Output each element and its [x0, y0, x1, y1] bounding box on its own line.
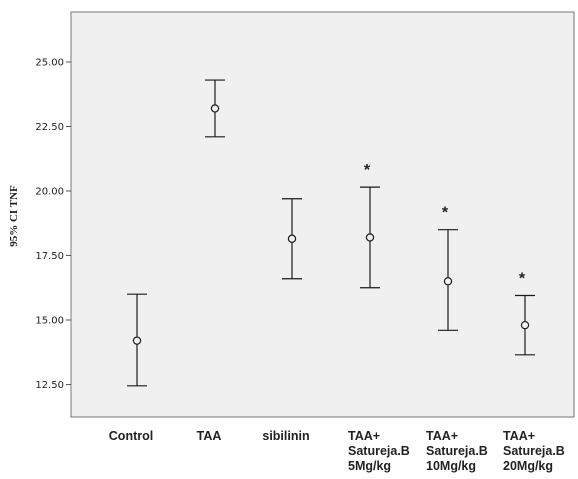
x-tick-label: sibilinin: [262, 429, 309, 443]
y-tick-label: 12.50: [35, 380, 64, 391]
mean-point: [365, 233, 375, 242]
x-tick-label: TAA+ Satureja.B 20Mg/kg: [503, 429, 565, 473]
y-axis: 12.50 15.00 17.50 20.00 22.50 25.00: [35, 58, 71, 391]
y-tick-label: 22.50: [35, 122, 64, 133]
error-bar-group: [127, 293, 147, 387]
mean-point: [287, 234, 297, 243]
significance-marker: *: [519, 270, 526, 287]
error-bar-group: *: [438, 205, 458, 331]
x-tick-label: Control: [109, 429, 153, 443]
x-axis-labels: Control TAA sibilinin TAA+ Satureja.B 5Mg/kg T…: [109, 429, 565, 473]
significance-marker: *: [364, 162, 371, 179]
y-axis-title: 95% CI TNF: [8, 185, 20, 247]
mean-point: [210, 104, 220, 113]
error-bar-group: [205, 79, 225, 138]
error-bar-group: *: [515, 270, 535, 356]
mean-point: [520, 320, 530, 330]
error-bar-group: [282, 198, 302, 280]
plot-area: [70, 11, 575, 418]
y-tick-label: 17.50: [35, 251, 64, 262]
x-tick-label: TAA: [197, 429, 222, 443]
y-tick-label: 25.00: [35, 58, 64, 69]
y-tick-label: 15.00: [35, 316, 64, 327]
x-tick-label: TAA+ Satureja.B 10Mg/kg: [426, 429, 488, 473]
significance-marker: *: [442, 205, 449, 222]
x-tick-label: TAA+ Satureja.B 5Mg/kg: [348, 429, 410, 473]
mean-point: [132, 336, 142, 345]
error-bar-marks: * * *: [127, 79, 535, 387]
error-bar-group: *: [360, 162, 380, 289]
mean-point: [443, 277, 453, 286]
y-tick-label: 20.00: [35, 187, 64, 198]
